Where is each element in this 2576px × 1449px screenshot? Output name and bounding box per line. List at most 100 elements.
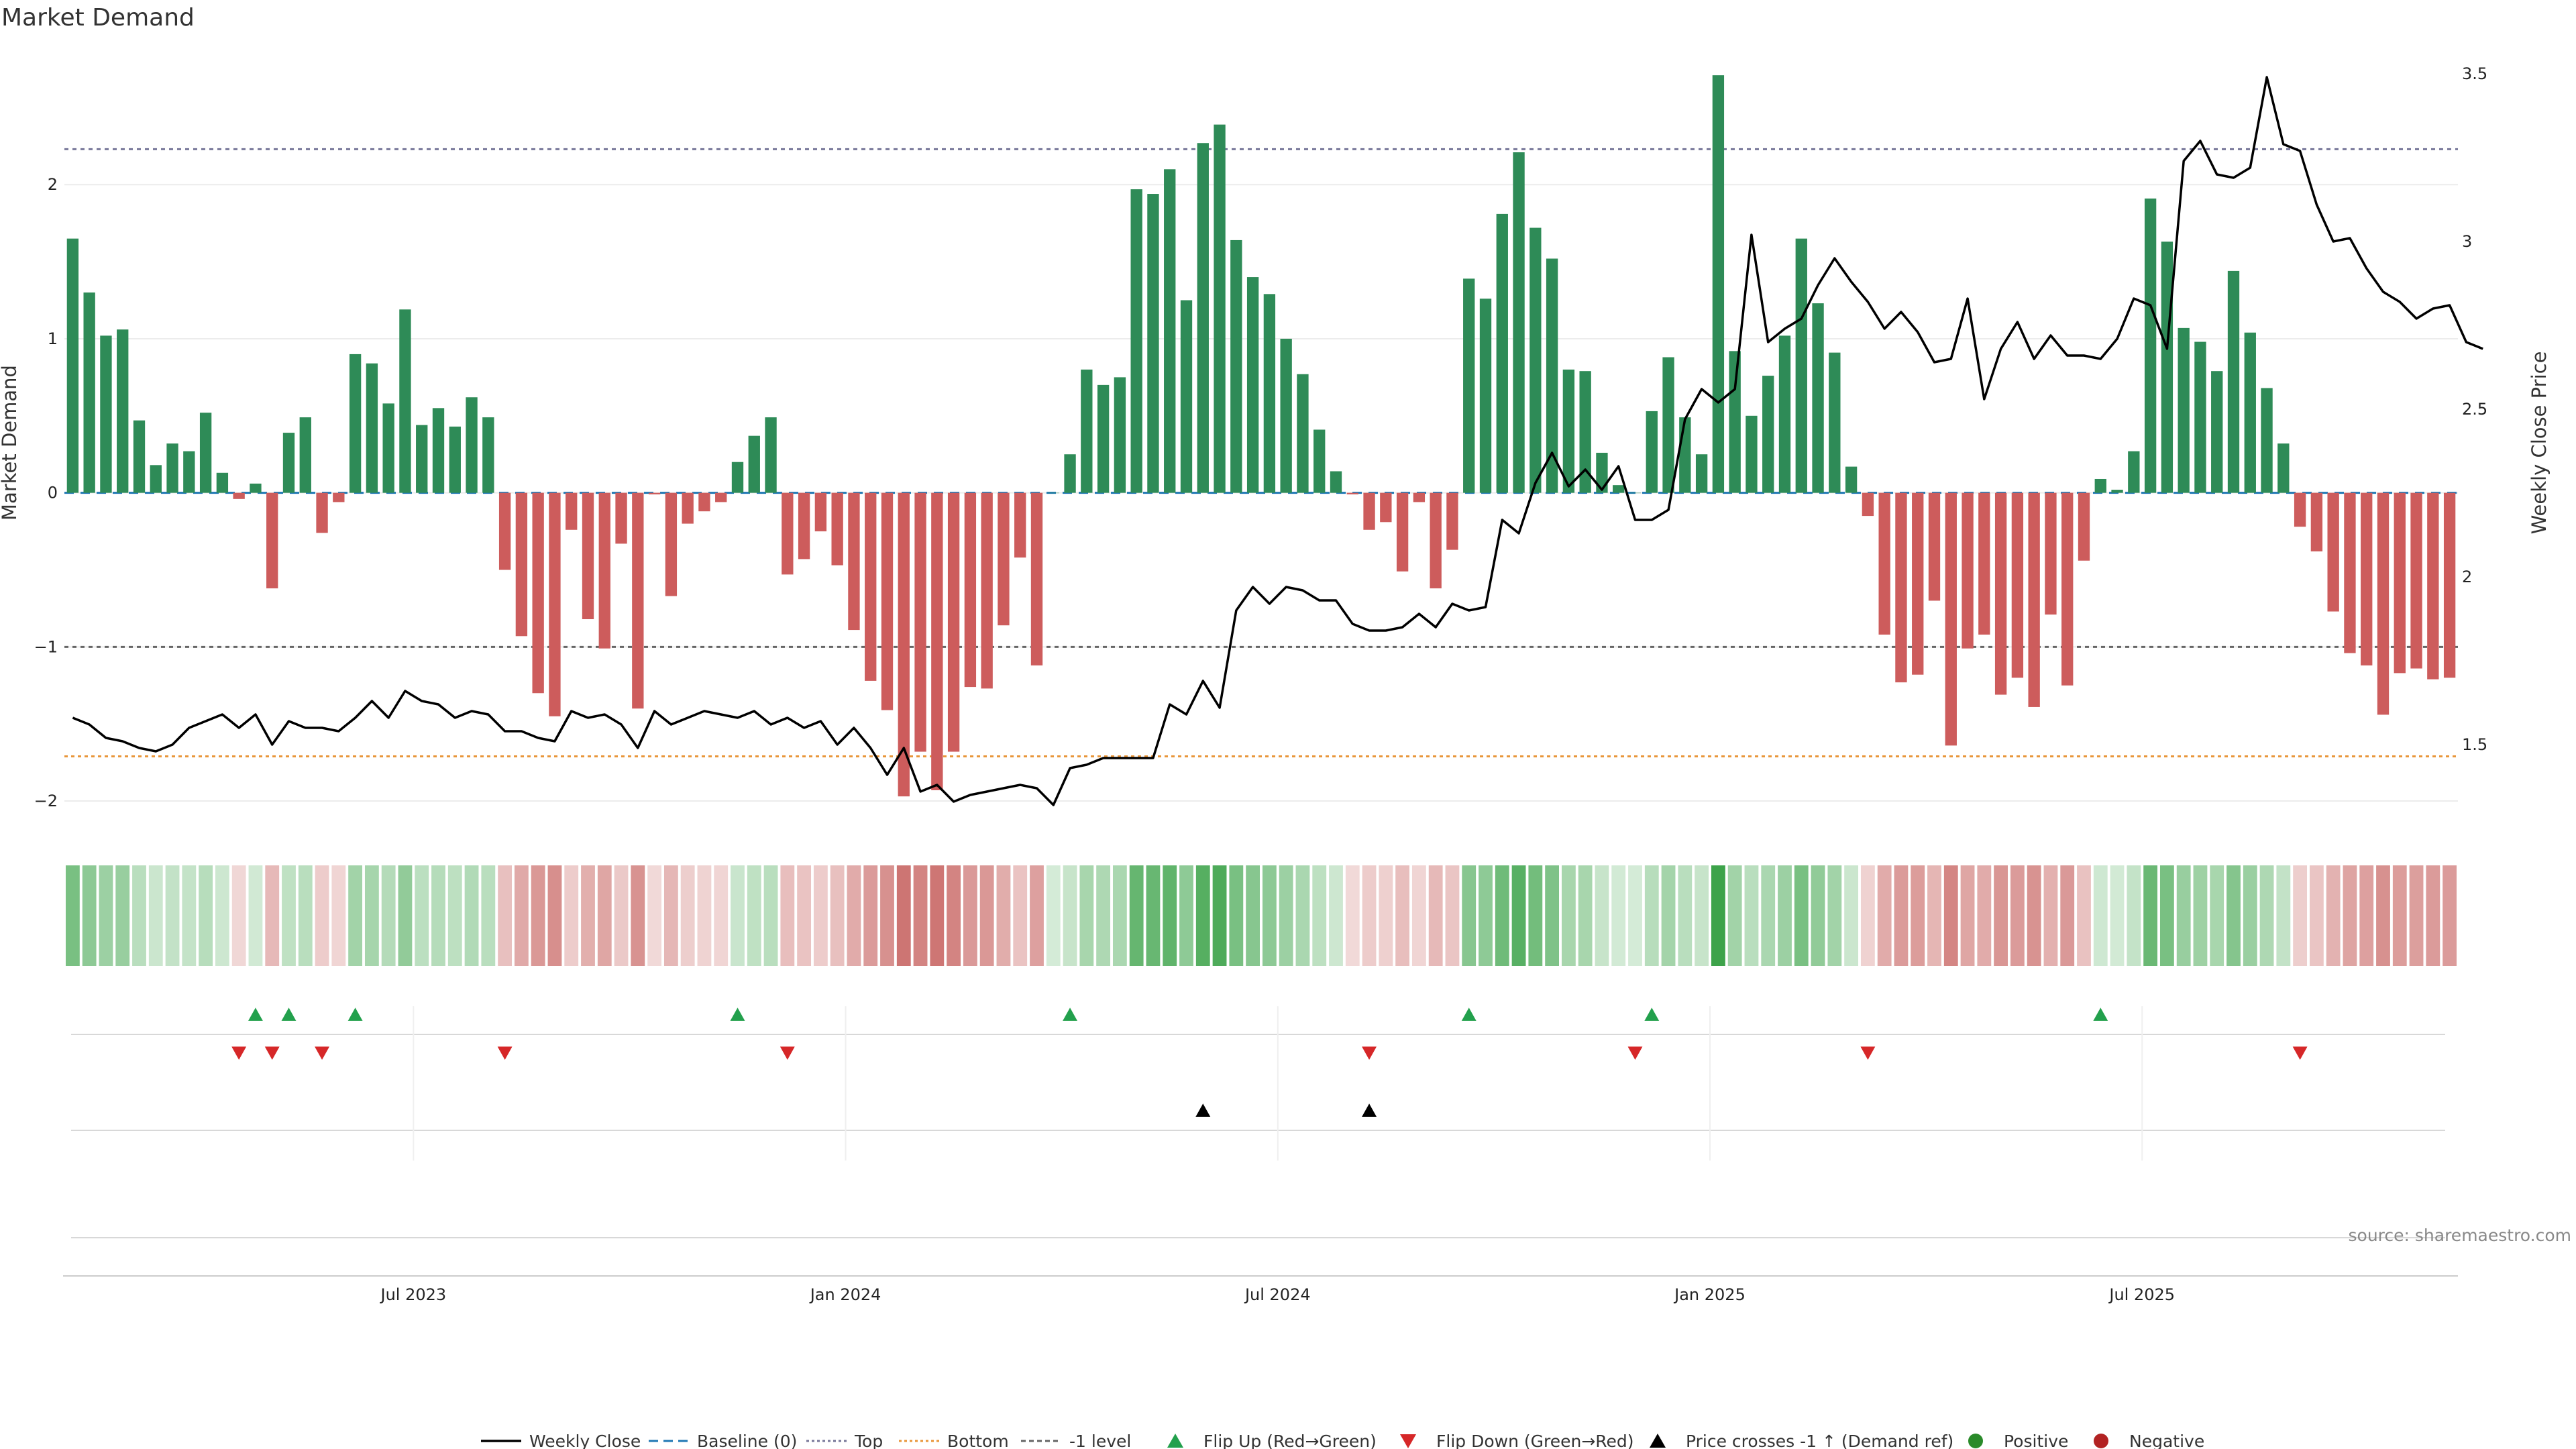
heat-cell-negative: [1411, 865, 1426, 966]
y-tick-label: −1: [34, 637, 58, 656]
positive-bar: [2211, 371, 2223, 493]
heat-cell-negative: [1345, 865, 1360, 966]
heat-cell-positive: [1811, 865, 1825, 966]
positive-bar: [1579, 371, 1591, 493]
heat-cell-negative: [581, 865, 595, 966]
positive-bar: [1263, 294, 1276, 493]
heat-cell-negative: [2409, 865, 2424, 966]
legend-label: Price crosses -1 ↑ (Demand ref): [1686, 1432, 1953, 1449]
heat-cell-positive: [2243, 865, 2257, 966]
heat-cell-positive: [1479, 865, 1493, 966]
negative-bar: [2061, 492, 2074, 686]
heat-cell-positive: [215, 865, 229, 966]
heat-cell-negative: [1379, 865, 1393, 966]
y2-tick-label: 1.5: [2462, 735, 2487, 754]
positive-bar: [1064, 454, 1076, 493]
positive-bar: [2178, 327, 2190, 493]
flip-down-marker: [1627, 1046, 1643, 1060]
heat-cell-positive: [115, 865, 130, 966]
positive-bar: [1496, 213, 1508, 493]
y-tick-label: 1: [48, 329, 58, 348]
negative-bar: [2028, 492, 2040, 707]
heat-cell-positive: [2210, 865, 2224, 966]
negative-bar: [1862, 492, 1874, 517]
legend-label: Positive: [2004, 1432, 2068, 1449]
x-tick-label: Jul 2023: [379, 1285, 446, 1304]
negative-bar: [1928, 492, 1941, 601]
x-tick-label: Jul 2024: [1244, 1285, 1311, 1304]
heat-cell-negative: [1877, 865, 1892, 966]
heat-cell-negative: [647, 865, 662, 966]
heat-cell-positive: [1711, 865, 1725, 966]
heat-cell-positive: [1279, 865, 1293, 966]
negative-bar: [931, 492, 943, 790]
positive-bar: [731, 462, 744, 493]
positive-bar: [250, 483, 262, 493]
positive-bar: [1812, 303, 1824, 493]
negative-bar: [2011, 492, 2024, 678]
heat-cell-negative: [614, 865, 629, 966]
negative-bar: [2377, 492, 2390, 715]
heat-cell-positive: [1511, 865, 1526, 966]
negative-bar: [1912, 492, 1924, 675]
heat-cell-positive: [464, 865, 479, 966]
heat-cell-positive: [2127, 865, 2141, 966]
heat-cell-positive: [2176, 865, 2191, 966]
heat-cell-negative: [2010, 865, 2025, 966]
source-label: source: sharemaestro.com: [2349, 1226, 2572, 1245]
negative-bar: [1430, 492, 1442, 589]
heat-cell-positive: [1528, 865, 1543, 966]
flip-up-marker: [347, 1008, 363, 1021]
negative-bar: [566, 492, 578, 530]
heat-cell-negative: [498, 865, 513, 966]
positive-bar: [1180, 300, 1193, 493]
heat-cell-negative: [663, 865, 678, 966]
legend-swatch-triangle-up: [1650, 1434, 1666, 1448]
flip-up-marker: [1461, 1008, 1477, 1021]
positive-bar: [2227, 270, 2240, 493]
heat-cell-positive: [1079, 865, 1094, 966]
positive-bar: [117, 329, 129, 493]
legend-item: Top: [806, 1432, 883, 1449]
positive-bar: [1280, 338, 1292, 493]
heat-cell-positive: [1561, 865, 1576, 966]
heat-cell-positive: [199, 865, 213, 966]
flip-down-marker: [231, 1046, 247, 1060]
demand-heat-strip: [65, 865, 2457, 966]
heat-cell-positive: [1129, 865, 1144, 966]
heat-cell-positive: [731, 865, 745, 966]
positive-bar: [765, 417, 777, 493]
heat-cell-positive: [431, 865, 445, 966]
positive-bar: [1746, 415, 1758, 493]
positive-bar: [1646, 411, 1658, 493]
heat-cell-negative: [2043, 865, 2058, 966]
heat-cell-positive: [1545, 865, 1560, 966]
positive-bar: [1778, 335, 1791, 493]
y2-tick-label: 3.5: [2462, 64, 2487, 83]
negative-bar: [1945, 492, 1957, 746]
heat-cell-positive: [364, 865, 379, 966]
heat-cell-negative: [863, 865, 878, 966]
negative-bar: [598, 492, 610, 649]
heat-cell-negative: [1994, 865, 2008, 966]
negative-bar: [2361, 492, 2373, 665]
negative-bar: [2443, 492, 2456, 678]
positive-bar: [1230, 239, 1242, 493]
positive-bar: [1562, 369, 1575, 493]
negative-bar: [865, 492, 877, 681]
heat-cell-negative: [1943, 865, 1958, 966]
heat-cell-positive: [132, 865, 146, 966]
positive-bar: [748, 435, 760, 493]
heat-cell-negative: [830, 865, 845, 966]
negative-bar: [1030, 492, 1043, 665]
heat-cell-positive: [1179, 865, 1193, 966]
positive-bar: [1214, 124, 1226, 493]
negative-bar: [947, 492, 960, 752]
heat-cell-positive: [2259, 865, 2274, 966]
positive-bar: [382, 403, 394, 493]
positive-bar: [66, 238, 79, 493]
positive-bar: [1047, 492, 1059, 494]
legend-swatch-triangle-up: [1167, 1434, 1183, 1448]
positive-bar: [1795, 238, 1807, 493]
positive-bar: [349, 354, 362, 493]
